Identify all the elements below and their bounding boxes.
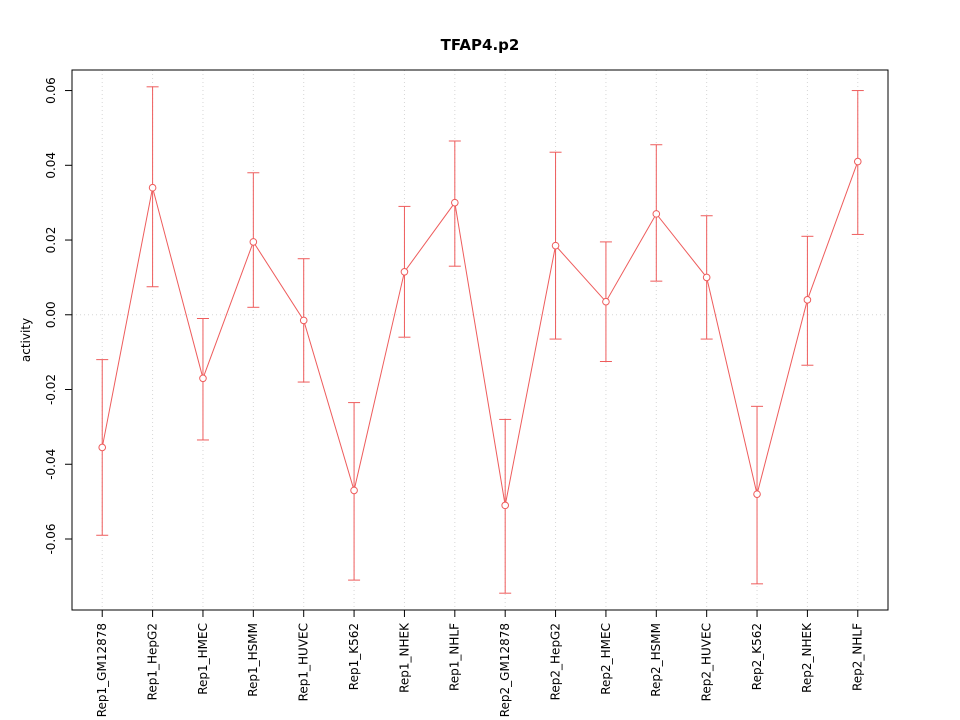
x-tick-label: Rep1_HepG2 [145,623,159,700]
x-tick-label: Rep1_GM12878 [95,623,109,717]
x-tick-label: Rep2_HMEC [599,623,613,695]
x-tick-label: Rep2_HUVEC [700,623,714,701]
x-tick-label: Rep1_HSMM [246,623,260,697]
series-line [101,161,859,506]
x-tick-label: Rep1_HMEC [196,623,210,695]
x-tick-label: Rep1_HUVEC [297,623,311,701]
data-point [148,183,157,192]
data-point [249,238,258,246]
y-tick-label: -0.06 [44,523,58,554]
x-tick-label: Rep2_NHEK [800,622,814,693]
y-tick-label: -0.04 [44,449,58,480]
data-point [652,210,661,218]
y-tick-label: 0.06 [44,77,58,104]
data-point [451,198,459,207]
y-tick-label: 0.00 [44,301,58,328]
data-point [702,273,711,282]
x-tick-label: Rep2_HepG2 [548,623,562,700]
y-tick-label: 0.04 [44,152,58,179]
data-point [400,267,409,276]
data-point [299,316,308,325]
data-point [551,241,560,250]
data-point [350,486,358,495]
data-point [501,501,509,510]
x-tick-label: Rep1_K562 [347,623,361,690]
data-point [803,296,812,304]
y-tick-label: -0.02 [44,374,58,405]
y-tick-label: 0.02 [44,227,58,254]
x-tick-label: Rep2_HSMM [649,623,663,697]
x-tick-label: Rep1_NHLF [448,623,462,691]
data-point [853,157,862,166]
x-tick-label: Rep2_GM12878 [498,623,512,717]
chart-title: TFAP4.p2 [440,36,520,54]
data-point [753,490,761,498]
plot-border [71,69,889,611]
x-tick-label: Rep2_K562 [750,623,764,690]
x-tick-label: Rep2_NHLF [851,623,865,691]
x-tick-label: Rep1_NHEK [397,622,411,693]
data-point [199,374,207,383]
data-point [602,297,610,306]
data-point [98,443,107,452]
